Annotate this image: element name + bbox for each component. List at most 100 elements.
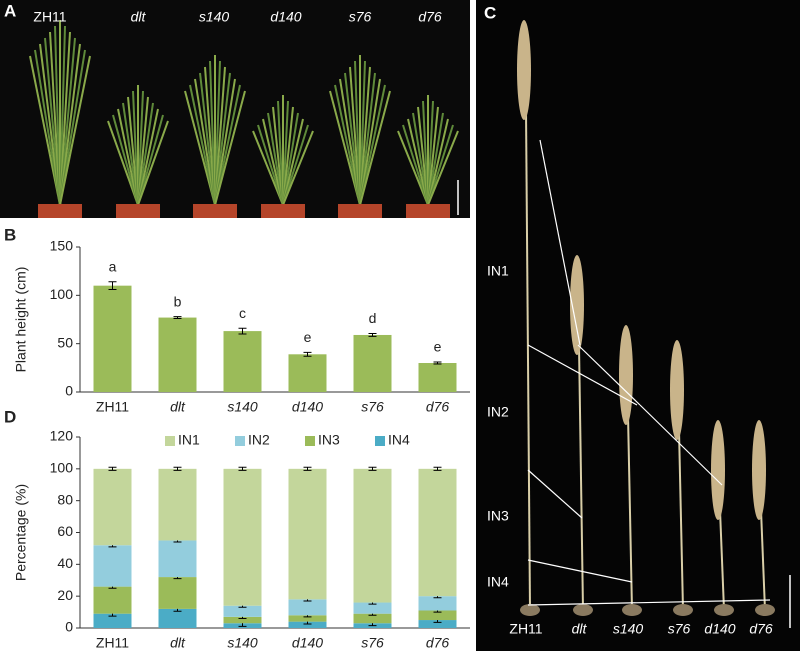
panicle — [670, 340, 684, 440]
culm-label: d140 — [704, 621, 735, 637]
bar-segment — [223, 605, 262, 617]
significance-letter: d — [369, 310, 377, 326]
roots — [755, 604, 775, 616]
legend-label: IN2 — [248, 432, 270, 448]
panel-letter: B — [4, 225, 16, 244]
y-tick-label: 0 — [65, 619, 73, 635]
panel-letter: A — [4, 1, 16, 20]
significance-letter: b — [174, 293, 182, 309]
bar-segment — [288, 615, 327, 622]
y-tick-label: 60 — [57, 523, 73, 539]
leaf — [107, 120, 139, 206]
bar-segment — [223, 468, 262, 606]
bar — [93, 285, 132, 392]
pot — [338, 204, 382, 218]
plant-label: s76 — [349, 9, 372, 25]
pot — [193, 204, 237, 218]
y-axis-label: Plant height (cm) — [13, 267, 29, 373]
y-tick-label: 100 — [50, 460, 74, 476]
error-bar — [433, 466, 442, 471]
bar — [418, 363, 457, 392]
bar-segment — [288, 621, 327, 628]
leaf — [282, 124, 309, 206]
leaf — [214, 84, 241, 206]
leaf — [214, 90, 246, 206]
culm — [627, 414, 633, 611]
bar-segment — [93, 586, 132, 614]
bar — [288, 354, 327, 392]
error-bar — [303, 466, 312, 471]
panel-letter: D — [4, 407, 16, 426]
significance-letter: e — [434, 339, 442, 355]
leaf — [184, 90, 216, 206]
bar-segment — [93, 613, 132, 628]
plant-label: ZH11 — [33, 9, 66, 25]
pot — [116, 204, 160, 218]
x-tick-label: d76 — [426, 399, 450, 415]
bar-segment — [288, 599, 327, 616]
bar-segment — [158, 577, 197, 609]
culm — [719, 509, 725, 611]
roots — [520, 604, 540, 616]
y-tick-label: 40 — [57, 555, 73, 571]
bar-segment — [158, 608, 197, 628]
bar-segment — [158, 540, 197, 578]
segment-label: IN4 — [487, 574, 509, 590]
roots — [714, 604, 734, 616]
leaf — [359, 84, 386, 206]
error-bar — [108, 466, 117, 471]
culm-label: dlt — [572, 621, 588, 637]
leaf — [427, 112, 444, 206]
pointer-line — [527, 469, 583, 519]
leaf — [282, 118, 304, 206]
significance-letter: e — [304, 329, 312, 345]
photo-c-layer: C IN1 IN2 IN3 IN4 ZH11 dlt s140 s76 d140 d76 — [484, 3, 791, 637]
pointer-line — [527, 344, 638, 406]
panicle — [570, 255, 584, 355]
leaf — [137, 108, 159, 206]
leaf — [257, 124, 284, 206]
leaf — [359, 90, 391, 206]
culm — [525, 109, 531, 611]
legend-swatch — [235, 436, 245, 446]
bar-segment — [288, 468, 327, 600]
error-bar — [108, 281, 117, 291]
pointer-line — [527, 599, 771, 606]
error-bar — [173, 466, 182, 471]
leaf — [59, 49, 86, 206]
bar — [158, 317, 197, 392]
error-bar — [368, 333, 377, 337]
legend-swatch — [375, 436, 385, 446]
pot — [406, 204, 450, 218]
y-tick-label: 0 — [65, 383, 73, 399]
bar-segment — [93, 468, 132, 546]
leaf — [427, 124, 454, 206]
roots — [622, 604, 642, 616]
plant-label: dlt — [131, 9, 147, 25]
y-tick-label: 80 — [57, 491, 73, 507]
x-tick-label: s140 — [227, 399, 258, 415]
leaf — [282, 112, 299, 206]
pot — [38, 204, 82, 218]
plant-label: d76 — [418, 9, 442, 25]
leaf — [137, 120, 169, 206]
y-tick-label: 150 — [50, 238, 74, 254]
leaf — [329, 90, 361, 206]
bar — [223, 331, 262, 392]
panicle — [517, 20, 531, 120]
leaf — [427, 118, 449, 206]
bar-segment — [418, 610, 457, 621]
leaf — [112, 114, 139, 206]
leaf — [282, 130, 314, 206]
bar-segment — [418, 620, 457, 628]
segment-label: IN1 — [487, 263, 509, 279]
segment-label: IN3 — [487, 508, 509, 524]
panel-letter: C — [484, 3, 496, 22]
leaf — [59, 55, 91, 206]
significance-letter: c — [239, 305, 246, 321]
leaf — [252, 130, 284, 206]
roots — [673, 604, 693, 616]
roots — [573, 604, 593, 616]
leaf — [137, 102, 154, 206]
segment-label: IN2 — [487, 404, 509, 420]
